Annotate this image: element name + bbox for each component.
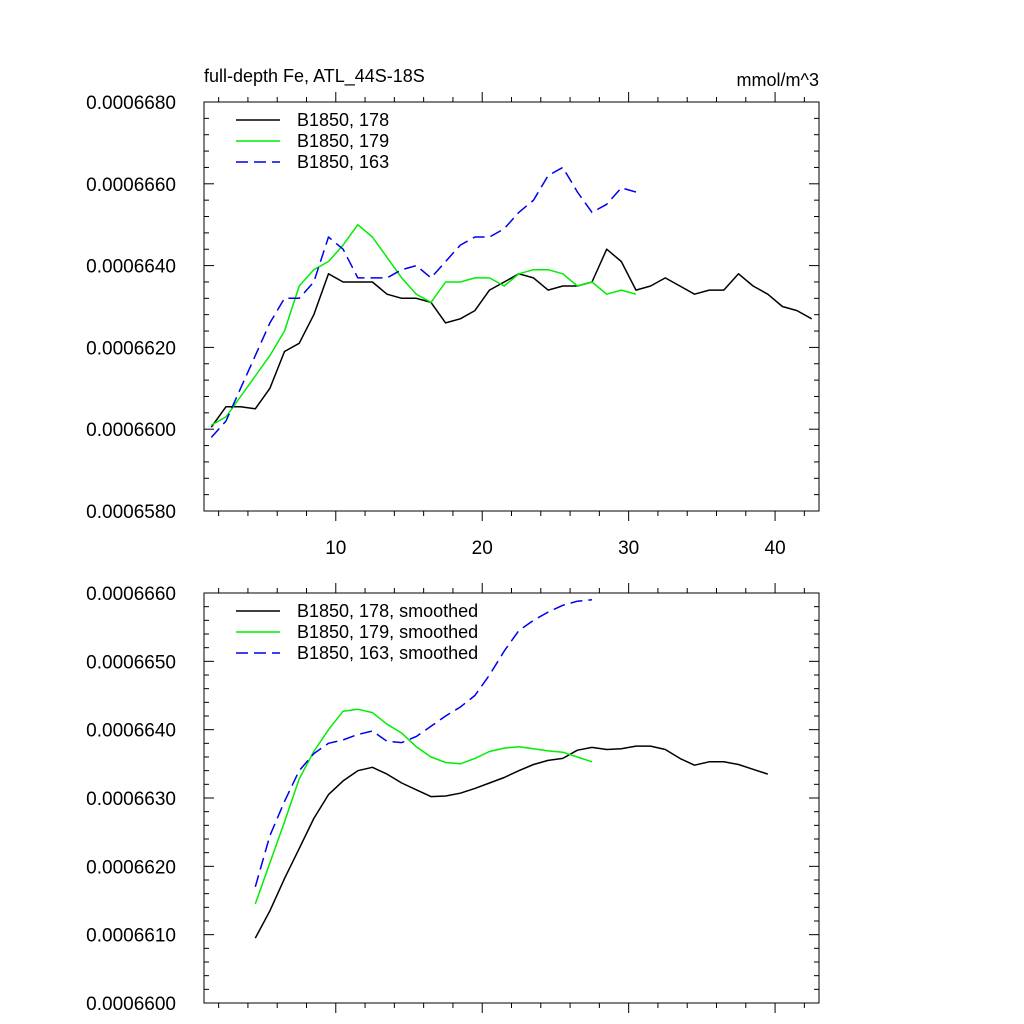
top-series-line-2 [210,223,637,426]
bottom-ytick-label: 0.0006660 [86,584,176,605]
bottom-ytick-label: 0.0006610 [86,926,176,947]
bottom-series-line-1 [254,745,769,939]
bottom-panel: 0.0006600 0.0006610 0.0006620 0.0006630 0.00… [86,583,820,1015]
top-xtick-label: 20 [472,538,493,559]
bottom-legend-label-2: B1850, 179, smoothed [297,622,478,642]
top-legend-label-3: B1850, 163 [297,152,389,172]
bottom-ytick-label: 0.0006640 [86,721,176,742]
top-panel: full-depth Fe, ATL_44S-18S mmol/m^3 0.00… [86,66,820,559]
top-ytick-label: 0.0006620 [86,338,176,359]
bottom-ytick-label: 0.0006650 [86,652,176,673]
top-panel-units: mmol/m^3 [737,70,819,90]
top-xtick-label: 10 [325,538,346,559]
top-legend-label-1: B1850, 178 [297,110,389,130]
bottom-legend-label-3: B1850, 163, smoothed [297,643,478,663]
top-xtick-label: 40 [765,538,786,559]
bottom-legend-label-1: B1850, 178, smoothed [297,601,478,621]
top-series-line-3 [210,166,637,438]
top-series-line-1 [210,248,813,428]
bottom-ytick-label: 0.0006630 [86,789,176,810]
top-ytick-label: 0.0006660 [86,175,176,196]
top-panel-title: full-depth Fe, ATL_44S-18S [204,66,425,87]
top-ytick-label: 0.0006680 [86,93,176,114]
bottom-ytick-label: 0.0006600 [86,994,176,1015]
top-xtick-label: 30 [618,538,639,559]
top-ytick-label: 0.0006640 [86,257,176,278]
top-ytick-label: 0.0006600 [86,420,176,441]
bottom-ytick-label: 0.0006620 [86,857,176,878]
top-legend-label-2: B1850, 179 [297,131,389,151]
top-ytick-label: 0.0006580 [86,502,176,523]
bottom-series-line-2 [254,708,593,905]
